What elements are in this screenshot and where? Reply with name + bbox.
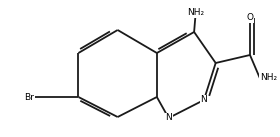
- Text: NH₂: NH₂: [188, 8, 205, 17]
- Text: O: O: [246, 14, 253, 22]
- Text: N: N: [165, 113, 172, 122]
- Text: Br: Br: [24, 92, 34, 102]
- Text: NH₂: NH₂: [260, 73, 277, 82]
- Text: N: N: [200, 95, 207, 105]
